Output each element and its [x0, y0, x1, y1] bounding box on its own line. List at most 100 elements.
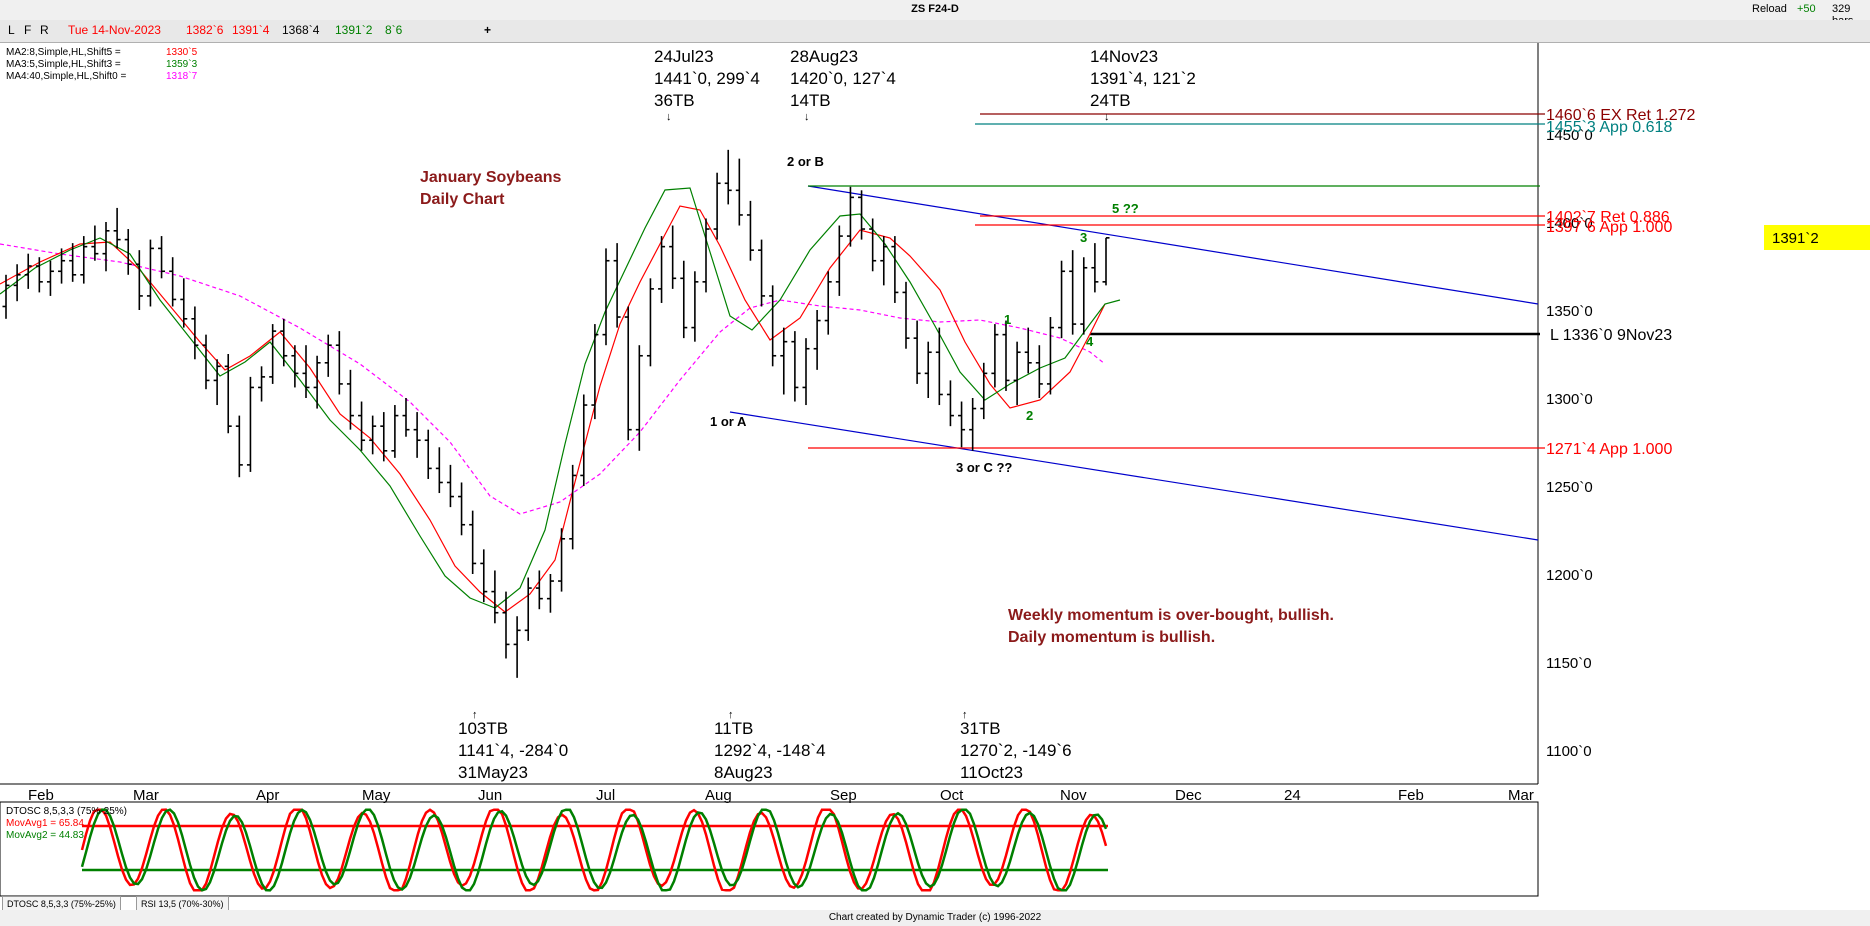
swing-bottom-3-date: 11Oct23 — [960, 763, 1023, 782]
price-bar — [646, 278, 654, 367]
price-bar — [402, 398, 410, 437]
price-bar — [702, 218, 710, 293]
time-tick-nov: Nov — [1060, 787, 1087, 804]
caption-line-1: January Soybeans — [420, 169, 562, 186]
price-bar — [591, 324, 599, 420]
price-bar — [958, 401, 966, 448]
toolbar-button-f[interactable]: F — [24, 23, 32, 37]
drawing-tools — [729, 113, 1545, 541]
price-bar — [69, 243, 77, 282]
arrow-down-icon: ↓ — [804, 111, 810, 123]
price-bar — [746, 200, 754, 261]
osc-movavg1-line — [80, 808, 1108, 892]
price-bar — [524, 577, 532, 641]
level-label-1402: 1402`7 Ret 0.886 — [1546, 209, 1670, 226]
price-bar — [1046, 317, 1054, 395]
swing-bottom-1-bars: 103TB — [458, 719, 508, 738]
price-bar — [546, 574, 554, 613]
price-bar — [502, 591, 510, 659]
price-bar — [791, 331, 799, 402]
price-bar — [780, 327, 788, 395]
price-bar — [324, 334, 332, 377]
price-bar — [213, 359, 221, 406]
price-bar — [35, 257, 43, 293]
swing-top-2-bars: 14TB — [790, 91, 831, 110]
price-bar — [769, 285, 777, 367]
price-bar — [391, 405, 399, 458]
price-bar — [724, 149, 732, 205]
price-bar — [569, 464, 577, 550]
price-bar — [602, 248, 610, 346]
osc-movavg2-label: MovAvg2 = 44.83 — [6, 830, 84, 841]
price-bar — [2, 274, 10, 319]
time-tick-feb-2: Feb — [1398, 787, 1424, 804]
swing-top-2-date: 28Aug23 — [790, 47, 858, 66]
price-bar — [291, 345, 299, 388]
price-bar — [924, 341, 932, 398]
price-bar — [735, 158, 743, 226]
chart-title: ZS F24-D — [911, 3, 959, 15]
arrow-up-icon: ↑ — [472, 709, 478, 721]
price-bar — [46, 260, 54, 296]
price-bar — [813, 310, 821, 370]
price-bar — [246, 376, 254, 472]
level-label-1336: L 1336`0 9Nov23 — [1550, 327, 1672, 344]
oscillator: DTOSC 8,5,3,3 (75%-25%) MovAvg1 = 65.84 … — [6, 806, 1108, 892]
study-ma4-label: MA4:40,Simple,HL,Shift0 = — [6, 71, 126, 82]
wave-labels: 2 or B 1 or A 3 or C ?? 5 ?? 3 1 2 4 — [710, 154, 1139, 475]
quote-close: 1391`2 — [335, 23, 373, 37]
time-axis: Feb Mar Apr May Jun Jul Aug Sep Oct Nov … — [28, 787, 1534, 804]
time-tick-aug: Aug — [705, 787, 732, 804]
price-axis: 1450`0 1400`0 1350`0 1300`0 1250`0 1200`… — [1546, 127, 1870, 760]
price-bar — [335, 331, 343, 395]
ma4-line — [0, 243, 1106, 515]
price-bar — [902, 281, 910, 349]
price-bar — [124, 229, 132, 275]
price-chart[interactable]: MA2:8,Simple,HL,Shift5 = 1330`5 MA3:5,Si… — [0, 43, 1870, 910]
time-tick-sep: Sep — [830, 787, 857, 804]
price-tick-1200: 1200`0 — [1546, 567, 1593, 584]
swing-labels: 24Jul23 1441`0, 299`4 36TB 28Aug23 1420`… — [458, 47, 1196, 782]
price-bar — [358, 401, 366, 451]
quote-high: 1391`4 — [232, 23, 270, 37]
level-labels: 1460`6 EX Ret 1.272 1455`3 App 0.618 140… — [1546, 107, 1696, 458]
price-bars — [2, 149, 1110, 678]
price-bar — [1002, 320, 1010, 391]
window-title-bar: ZS F24-D Reload +50 329 bars — [0, 0, 1870, 27]
toolbar-button-l[interactable]: L — [8, 23, 15, 37]
price-bar — [891, 236, 899, 303]
quote-open: 1382`6 — [186, 23, 224, 37]
swing-arrows: ↓ ↓ ↓ ↑ ↑ ↑ — [472, 111, 1110, 721]
chart-caption: January Soybeans Daily Chart — [420, 169, 562, 208]
price-bar — [858, 190, 866, 240]
price-bar — [413, 412, 421, 458]
price-bar — [202, 334, 210, 390]
momentum-note-weekly: Weekly momentum is over-bought, bullish. — [1008, 607, 1334, 624]
arrow-down-icon: ↓ — [1104, 111, 1110, 123]
price-bar — [302, 345, 310, 398]
add-button[interactable]: + — [484, 23, 492, 37]
reload-button[interactable]: Reload — [1752, 3, 1787, 15]
price-bar — [224, 354, 232, 434]
ma2-line — [0, 205, 1106, 613]
swing-top-1-price: 1441`0, 299`4 — [654, 69, 760, 88]
price-bar — [613, 243, 621, 328]
price-bar — [1013, 341, 1021, 406]
price-bar — [58, 248, 66, 284]
price-bar — [835, 225, 843, 296]
reload-delta: +50 — [1797, 3, 1816, 15]
time-tick-feb: Feb — [28, 787, 54, 804]
price-bar — [424, 429, 432, 479]
price-bar — [369, 415, 377, 455]
price-bar — [380, 412, 388, 462]
swing-bottom-2-price: 1292`4, -148`4 — [714, 741, 826, 760]
time-tick-apr: Apr — [256, 787, 279, 804]
swing-bottom-2-bars: 11TB — [714, 719, 753, 738]
upper-channel-line — [807, 185, 1539, 305]
quote-date: Tue 14-Nov-2023 — [68, 23, 161, 37]
study-ma2-value: 1330`5 — [166, 46, 198, 58]
arrow-up-icon: ↑ — [728, 709, 734, 721]
lower-channel-line — [729, 411, 1539, 541]
level-label-1460: 1460`6 EX Ret 1.272 — [1546, 107, 1696, 124]
toolbar-button-r[interactable]: R — [40, 23, 49, 37]
